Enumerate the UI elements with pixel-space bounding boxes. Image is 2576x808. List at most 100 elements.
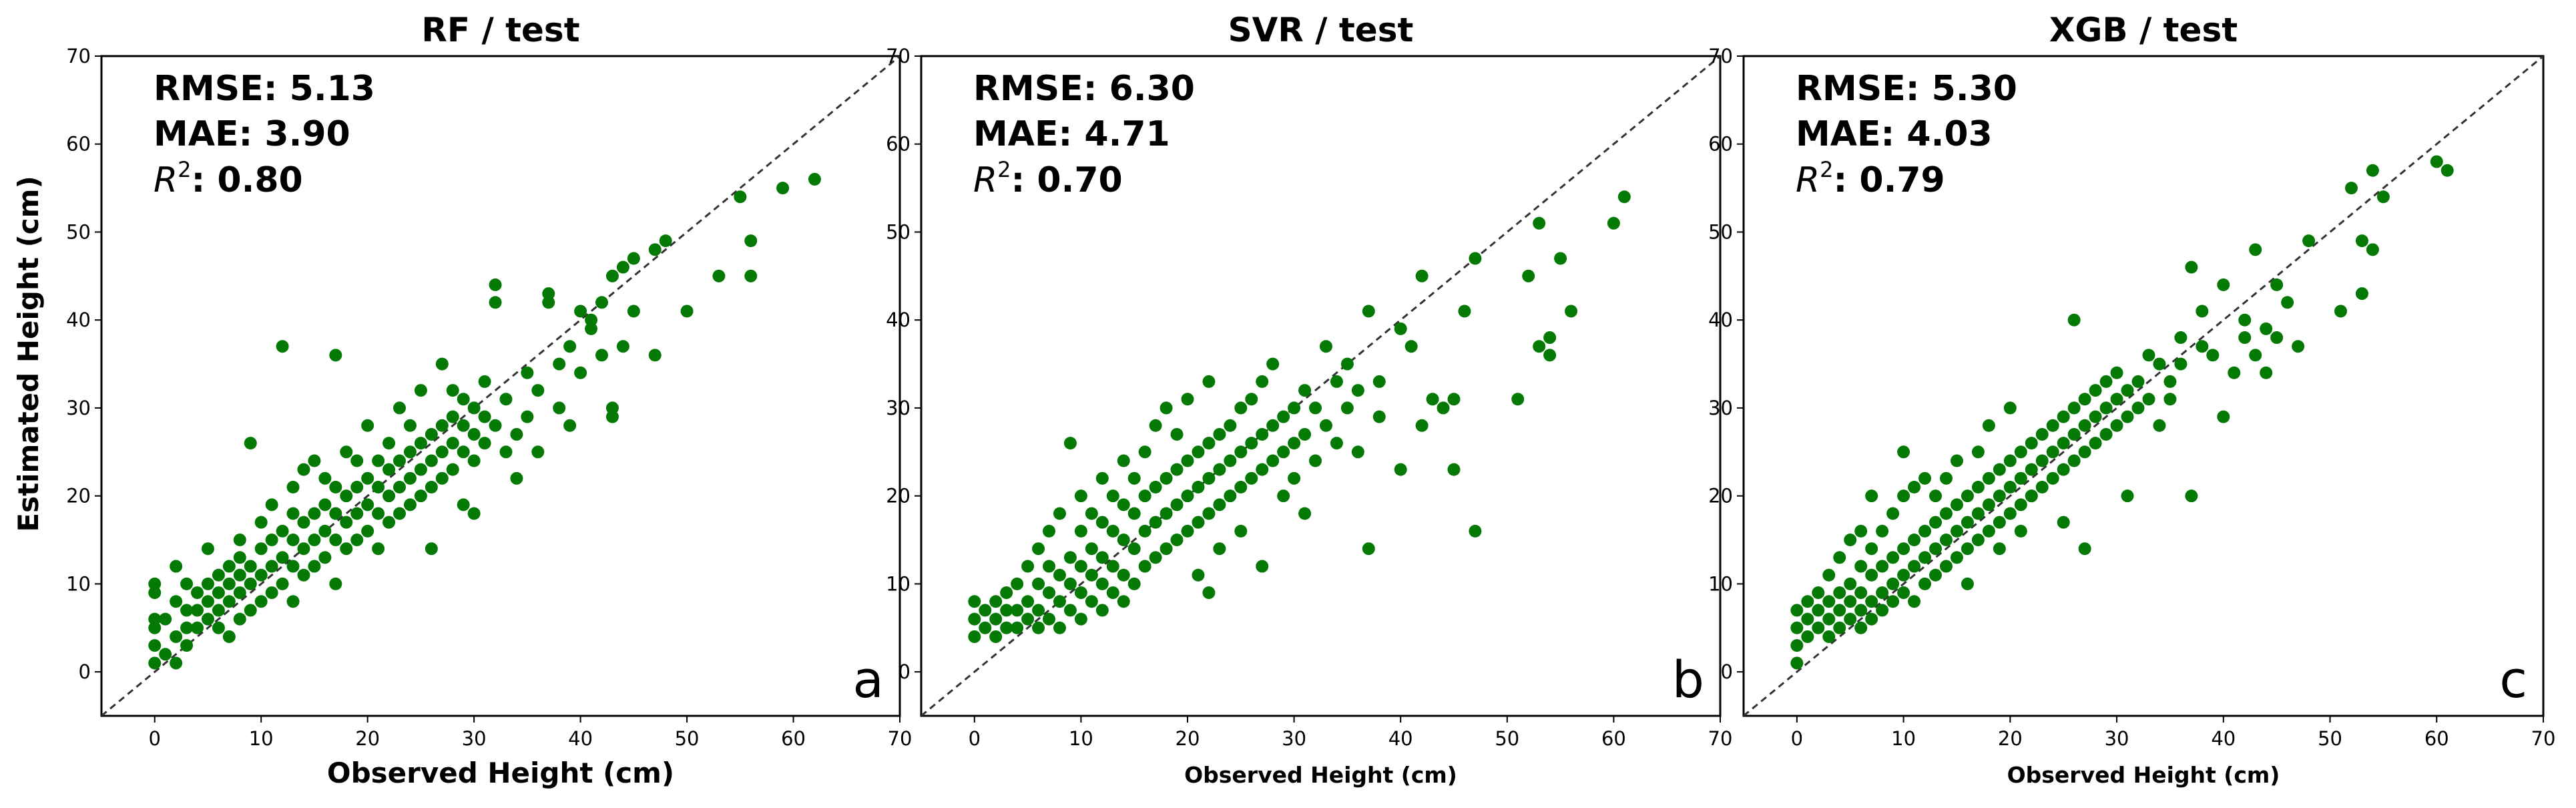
data-point <box>1971 534 1985 547</box>
data-point <box>340 542 353 556</box>
scatter-points <box>1790 155 2454 670</box>
data-point <box>1854 586 1868 600</box>
data-point <box>1043 524 1056 538</box>
data-point <box>1854 524 1868 538</box>
data-point <box>1085 507 1098 520</box>
data-point <box>2153 419 2166 432</box>
data-point <box>361 471 374 485</box>
data-point <box>2196 305 2209 318</box>
data-point <box>1971 445 1985 459</box>
data-point <box>2142 393 2155 406</box>
data-point <box>318 471 332 485</box>
data-point <box>1309 401 1322 415</box>
data-point <box>1886 507 1900 520</box>
data-point <box>2110 419 2123 432</box>
metric-r2: R2: 0.70 <box>973 157 1123 200</box>
x-tick-label: 50 <box>1495 727 1519 750</box>
data-point <box>1298 427 1312 441</box>
data-point <box>1340 357 1354 371</box>
data-point <box>1533 216 1546 230</box>
data-point <box>989 595 1003 608</box>
data-point <box>2099 375 2113 388</box>
y-tick-label: 30 <box>886 397 911 419</box>
data-point <box>318 551 332 564</box>
data-point <box>191 586 204 600</box>
data-point <box>403 445 417 459</box>
identity-line <box>921 56 1720 716</box>
data-point <box>2003 454 2017 467</box>
data-point <box>1277 445 1290 459</box>
data-point <box>2153 357 2166 371</box>
data-point <box>2376 190 2390 204</box>
data-point <box>1213 463 1226 476</box>
data-point <box>1224 489 1237 503</box>
data-point <box>968 630 981 643</box>
data-point <box>808 172 821 186</box>
data-point <box>425 454 438 467</box>
metric-r2: R2: 0.80 <box>154 157 303 200</box>
y-tick-label: 70 <box>1708 45 1733 67</box>
data-point <box>1897 489 1910 503</box>
data-point <box>1447 463 1461 476</box>
data-point <box>2025 437 2038 450</box>
data-point <box>2440 164 2454 177</box>
data-point <box>1918 524 1932 538</box>
data-point <box>244 560 257 573</box>
data-point <box>1469 524 1482 538</box>
y-tick-label: 0 <box>898 660 911 683</box>
data-point <box>1032 542 1045 556</box>
data-point <box>372 507 385 520</box>
data-point <box>2057 410 2070 423</box>
data-point <box>361 524 374 538</box>
data-point <box>222 630 236 643</box>
data-point <box>1138 489 1151 503</box>
data-point <box>435 471 449 485</box>
data-point <box>329 507 342 520</box>
data-point <box>1063 551 1077 564</box>
data-point <box>1011 621 1024 634</box>
data-point <box>201 595 214 608</box>
data-point <box>734 190 747 204</box>
data-point <box>340 489 353 503</box>
data-point <box>1170 427 1184 441</box>
data-point <box>1950 498 1963 512</box>
data-point <box>2121 489 2134 503</box>
data-point <box>605 401 619 415</box>
data-point <box>531 445 545 459</box>
data-point <box>308 560 321 573</box>
data-point <box>595 349 608 362</box>
x-axis-label: Observed Height (cm) <box>327 757 674 789</box>
data-point <box>2270 278 2284 292</box>
metric-r2: R2: 0.79 <box>1796 157 1945 200</box>
data-point <box>1876 524 1889 538</box>
metric-r2-value: : 0.70 <box>1011 160 1123 200</box>
data-point <box>446 463 459 476</box>
data-point <box>1063 604 1077 617</box>
data-point <box>1256 463 1269 476</box>
data-point <box>201 542 214 556</box>
data-point <box>2260 322 2273 335</box>
data-point <box>201 612 214 626</box>
data-point <box>446 410 459 423</box>
data-point <box>2057 437 2070 450</box>
data-point <box>744 234 758 248</box>
data-point <box>1961 489 1974 503</box>
data-point <box>350 507 364 520</box>
y-tick-label: 60 <box>66 133 91 156</box>
x-tick-label: 60 <box>2424 727 2449 750</box>
data-point <box>1256 375 1269 388</box>
data-point <box>2131 375 2145 388</box>
y-tick-label: 60 <box>1708 133 1733 156</box>
data-point <box>1950 551 1963 564</box>
data-point <box>1298 384 1312 397</box>
data-point <box>2003 507 2017 520</box>
data-point <box>979 621 992 634</box>
data-point <box>1213 498 1226 512</box>
data-point <box>265 498 278 512</box>
data-point <box>1607 216 1620 230</box>
data-point <box>2238 313 2252 327</box>
data-point <box>170 630 183 643</box>
data-point <box>1202 586 1216 600</box>
data-point <box>2196 340 2209 353</box>
data-point <box>1939 507 1953 520</box>
